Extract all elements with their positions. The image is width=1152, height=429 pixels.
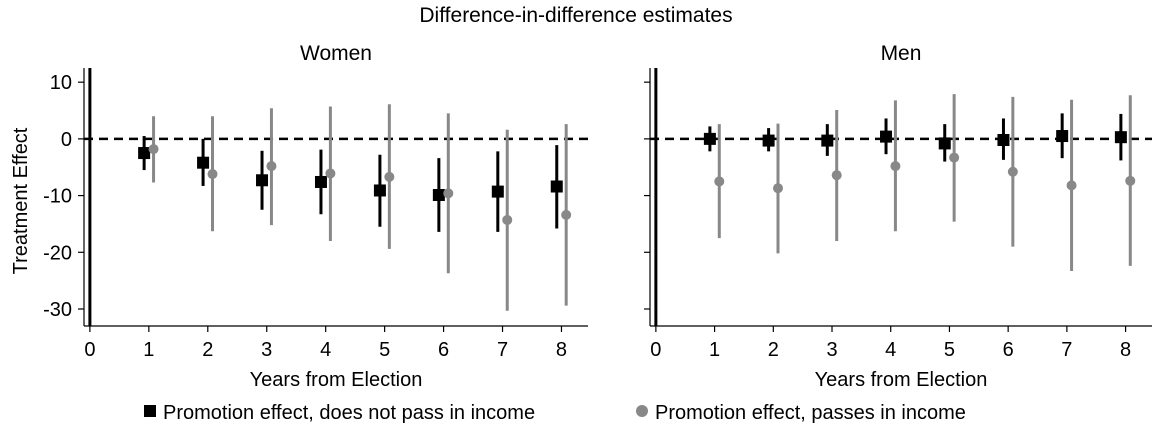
x-tick-label: 5 — [379, 339, 390, 361]
point-circle — [325, 168, 336, 179]
point-circle — [443, 188, 454, 199]
y-tick-label: -30 — [43, 299, 72, 321]
point-square — [997, 134, 1010, 147]
x-axis-label: Years from Election — [250, 369, 423, 391]
x-tick-label: 6 — [1003, 339, 1014, 361]
y-tick-label: -10 — [43, 186, 72, 208]
point-square — [138, 147, 151, 160]
y-tick-label: -20 — [43, 242, 72, 264]
point-square — [938, 137, 951, 150]
x-tick-label: 0 — [84, 339, 95, 361]
point-square — [373, 184, 386, 197]
point-circle — [266, 161, 277, 172]
x-tick-label: 1 — [143, 339, 154, 361]
point-square — [256, 174, 269, 187]
x-tick-label: 7 — [1061, 339, 1072, 361]
point-square — [880, 130, 893, 143]
x-tick-label: 2 — [768, 339, 779, 361]
point-square — [1114, 131, 1127, 144]
x-tick-label: 4 — [885, 339, 896, 361]
point-square — [197, 156, 210, 169]
point-circle — [1125, 175, 1136, 186]
legend-label-no-pass: Promotion effect, does not pass in incom… — [163, 402, 535, 424]
point-square — [491, 185, 504, 198]
x-tick-label: 8 — [1120, 339, 1131, 361]
x-tick-label: 3 — [261, 339, 272, 361]
x-tick-label: 8 — [556, 339, 567, 361]
point-circle — [1007, 166, 1018, 177]
x-tick-label: 3 — [826, 339, 837, 361]
point-circle — [772, 183, 783, 194]
point-circle — [561, 209, 572, 220]
x-tick-label: 1 — [709, 339, 720, 361]
x-tick-label: 0 — [650, 339, 661, 361]
point-square — [432, 189, 445, 202]
y-tick-label: 10 — [50, 72, 72, 94]
point-circle — [890, 161, 901, 172]
panel-men: Men 0 1 2 3 4 5 6 7 8 Years from Election — [644, 42, 1152, 391]
point-square — [314, 175, 327, 188]
panel-title: Women — [300, 42, 372, 65]
point-square — [703, 132, 716, 145]
x-tick-label: 7 — [497, 339, 508, 361]
panel-title: Men — [881, 42, 922, 65]
figure-title: Difference-in-difference estimates — [419, 4, 732, 27]
point-circle — [502, 214, 513, 225]
y-axis-label: Treatment Effect — [10, 127, 32, 274]
point-square — [1056, 130, 1069, 143]
legend-marker-square — [144, 405, 156, 417]
point-circle — [384, 171, 395, 182]
y-tick-label: 0 — [61, 129, 72, 151]
x-axis-label: Years from Election — [815, 369, 988, 391]
legend-label-pass: Promotion effect, passes in income — [655, 402, 966, 424]
point-square — [550, 180, 563, 193]
x-tick-label: 2 — [202, 339, 213, 361]
point-square — [762, 134, 775, 147]
point-square — [821, 134, 834, 147]
point-circle — [714, 176, 725, 187]
legend: Promotion effect, does not pass in incom… — [144, 402, 966, 424]
point-circle — [148, 144, 159, 155]
x-tick-label: 5 — [944, 339, 955, 361]
point-circle — [207, 169, 218, 180]
x-tick-label: 4 — [320, 339, 331, 361]
panel-women: Women 10 0 -10 -20 -30 0 1 2 3 4 5 6 7 8 Years from Ele… — [43, 42, 588, 391]
point-circle — [949, 152, 960, 163]
point-circle — [1066, 180, 1077, 191]
x-tick-label: 6 — [438, 339, 449, 361]
point-circle — [831, 170, 842, 181]
legend-marker-circle — [636, 405, 648, 417]
